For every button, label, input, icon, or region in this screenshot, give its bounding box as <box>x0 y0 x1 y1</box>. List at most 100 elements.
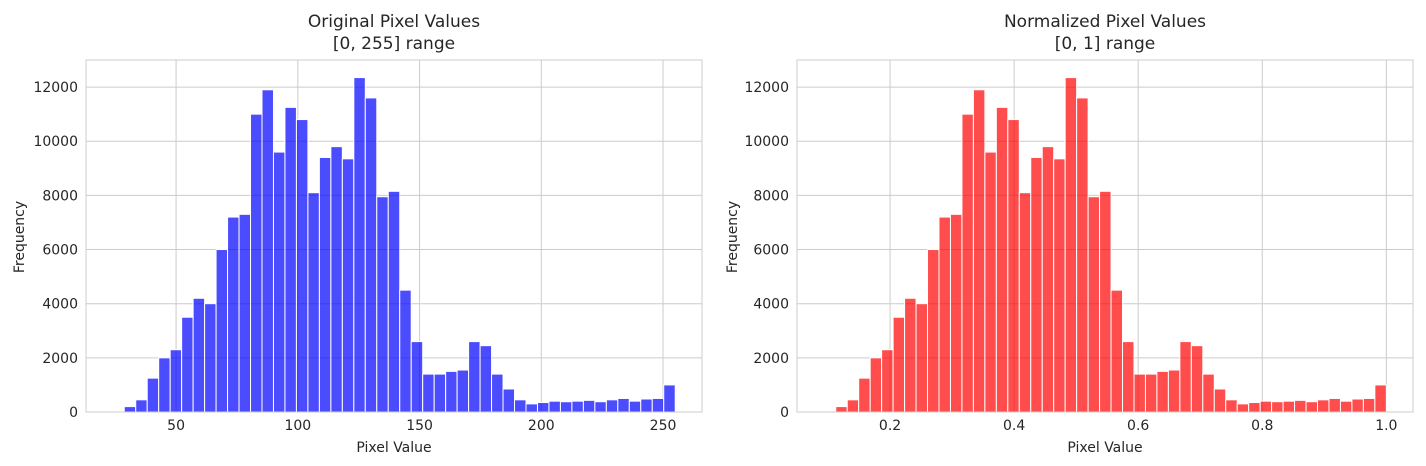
histogram-bar <box>628 400 642 413</box>
histogram-bar <box>835 406 848 413</box>
histogram-bar <box>594 401 607 413</box>
histogram-bar <box>881 349 894 413</box>
x-tick-label: 200 <box>528 418 555 434</box>
histogram-bar <box>525 403 538 413</box>
x-tick-label: 50 <box>167 418 185 434</box>
histogram-bar <box>250 113 263 413</box>
chart-subtitle: [0, 255] range <box>333 34 455 54</box>
histogram-bar <box>949 213 963 413</box>
histogram-bar <box>1259 400 1273 413</box>
histogram-bar <box>479 345 493 413</box>
histogram-bar <box>261 89 274 413</box>
histogram-original: Original Pixel Values [0, 255] range Pix… <box>12 12 703 456</box>
histogram-bar <box>1317 399 1330 413</box>
histogram-bar <box>582 399 596 413</box>
histogram-bar <box>1202 373 1215 413</box>
x-tick-label: 0.2 <box>879 418 901 434</box>
x-tick-label: 0.6 <box>1127 418 1149 434</box>
histogram-bar <box>272 151 286 413</box>
histogram-bar <box>341 158 355 413</box>
histogram-bar <box>146 377 160 413</box>
y-tick-label: 12000 <box>33 80 78 96</box>
histogram-bar <box>1213 388 1227 413</box>
histogram-bar <box>1225 399 1238 413</box>
histogram-bar <box>1328 397 1341 413</box>
histogram-bar <box>1053 158 1066 413</box>
histogram-bar <box>123 406 137 413</box>
histogram-bar <box>559 401 573 413</box>
x-tick-label: 150 <box>406 418 433 434</box>
histogram-bar <box>502 388 516 413</box>
histogram-bar <box>1248 402 1261 413</box>
histogram-bar <box>651 397 665 413</box>
histogram-bar <box>1305 401 1319 413</box>
histogram-bar <box>158 357 171 413</box>
histogram-bar <box>1110 289 1124 413</box>
histogram-bar <box>1076 97 1089 413</box>
histogram-bar <box>1271 401 1284 413</box>
histogram-bar <box>410 341 424 413</box>
histogram-bar <box>1282 400 1296 413</box>
plot-frame <box>85 59 703 413</box>
histogram-bar <box>1294 399 1307 413</box>
histogram-bar <box>422 373 435 413</box>
histogram-bar <box>192 297 206 413</box>
histogram-bar <box>995 106 1009 413</box>
histogram-bar <box>1087 196 1101 413</box>
histogram-bar <box>1030 156 1043 413</box>
x-tick-label: 100 <box>284 418 311 434</box>
histogram-bar <box>1018 192 1032 413</box>
x-tick-label: 0.8 <box>1251 418 1273 434</box>
chart-original-svg: Original Pixel Values [0, 255] range Pix… <box>12 12 703 456</box>
histogram-bar <box>1362 397 1376 413</box>
histogram-bar <box>204 303 217 413</box>
histogram-bar <box>858 377 871 413</box>
y-tick-label: 6000 <box>753 243 789 259</box>
histogram-bar <box>353 77 366 413</box>
y-tick-label: 0 <box>780 405 789 421</box>
histogram-bar <box>617 397 630 413</box>
histogram-bar <box>571 400 584 413</box>
chart-normalized-svg: Normalized Pixel Values [0, 1] range Pix… <box>725 12 1414 456</box>
plot-area: 0 2000 4000 6000 8000 10000 12000 0.2 0.4 0.6 0.8 1… <box>744 59 1414 434</box>
histogram-bar <box>1144 373 1158 413</box>
histogram-bar <box>376 196 389 413</box>
histogram-bar <box>387 190 401 413</box>
y-tick-label: 8000 <box>42 188 78 204</box>
chart-subtitle: [0, 1] range <box>1055 34 1156 54</box>
histogram-bar <box>307 192 320 413</box>
histogram-bar <box>181 316 194 413</box>
histogram-bar <box>238 213 252 413</box>
histogram-bar <box>1064 77 1078 413</box>
histogram-bar <box>904 297 917 413</box>
histogram-bar <box>1236 403 1250 413</box>
histogram-bar <box>927 249 940 413</box>
histogram-bar <box>605 399 619 413</box>
histogram-bar <box>1007 119 1020 413</box>
histogram-bar <box>215 249 229 413</box>
y-tick-label: 4000 <box>753 297 789 313</box>
histogram-bar <box>227 216 240 413</box>
histogram-bar <box>663 384 676 413</box>
y-tick-label: 8000 <box>753 188 789 204</box>
histogram-bar <box>846 399 860 413</box>
x-tick-label: 250 <box>650 418 677 434</box>
histogram-bar <box>869 357 883 413</box>
histogram-bar <box>364 97 378 413</box>
histogram-bar <box>972 89 986 413</box>
y-tick-label: 2000 <box>753 351 789 367</box>
histogram-bar <box>318 156 332 413</box>
histogram-bar <box>491 373 504 413</box>
histogram-bar <box>135 399 148 413</box>
x-tick-label: 0.4 <box>1003 418 1025 434</box>
y-axis-label: Frequency <box>725 201 741 273</box>
histogram-bar <box>1190 345 1204 413</box>
histogram-bar <box>1156 370 1169 413</box>
histogram-bar <box>1167 369 1181 413</box>
histogram-bar <box>961 113 974 413</box>
y-tick-label: 10000 <box>744 134 789 150</box>
histogram-bar <box>1179 341 1192 413</box>
y-tick-label: 6000 <box>42 243 78 259</box>
y-tick-label: 2000 <box>42 351 78 367</box>
histogram-bar <box>295 119 309 413</box>
